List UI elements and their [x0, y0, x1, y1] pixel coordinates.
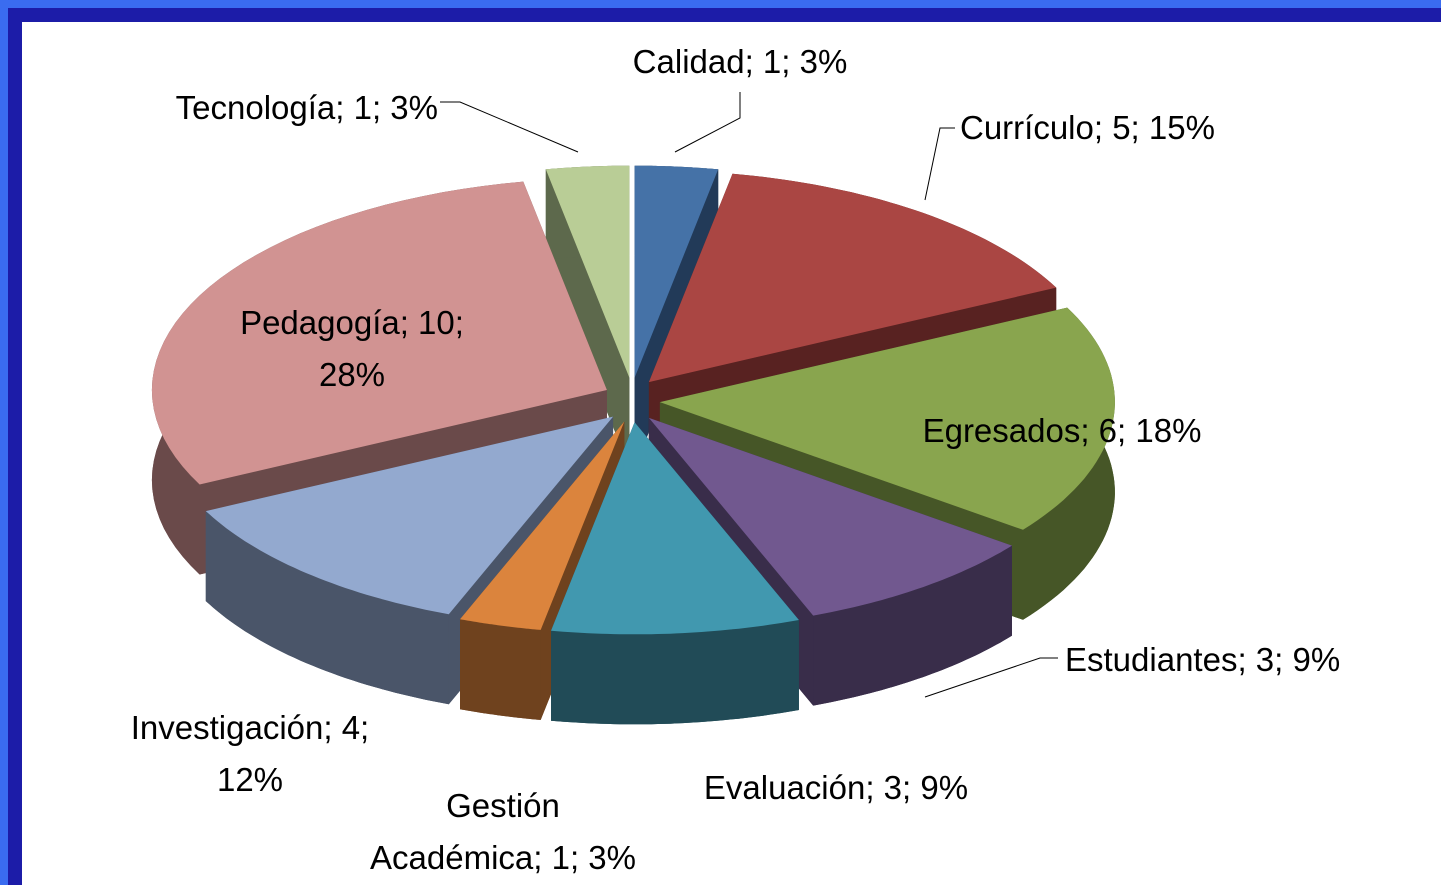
slice-top: [634, 165, 719, 378]
slice: [551, 422, 799, 725]
data-label: Estudiantes; 3; 9%: [1065, 641, 1340, 678]
leader-line: [674, 92, 741, 153]
data-label-line: Currículo; 5; 15%: [960, 109, 1215, 146]
data-label-line: Investigación; 4;: [131, 709, 369, 746]
frame-edge: [0, 0, 1441, 8]
slice-top: [151, 181, 607, 485]
data-label: Investigación; 4; 12%: [131, 709, 369, 798]
data-label: Gestión Académica; 1; 3%: [370, 787, 636, 876]
slice-top: [648, 173, 1057, 383]
data-label-line: Tecnología; 1; 3%: [176, 89, 438, 126]
data-label-line: Calidad; 1; 3%: [633, 43, 848, 80]
slice-top: [648, 417, 1012, 616]
data-label-line: Pedagogía; 10;: [240, 304, 464, 341]
data-label-line: Evaluación; 3; 9%: [704, 769, 968, 806]
slice-top: [659, 307, 1115, 530]
frame-edge: [0, 0, 8, 885]
slice-top: [551, 422, 799, 635]
data-label-line: Egresados; 6; 18%: [923, 412, 1202, 449]
slice-side: [460, 619, 541, 720]
data-label-line: Estudiantes; 3; 9%: [1065, 641, 1340, 678]
slice-top: [545, 165, 630, 378]
data-label-line: 28%: [319, 356, 385, 393]
leader-line: [924, 657, 1058, 698]
data-label-line: Gestión: [446, 787, 560, 824]
slice-top: [460, 421, 625, 630]
leader-line: [924, 127, 955, 201]
slice-side: [551, 620, 799, 725]
data-label-line: Académica; 1; 3%: [370, 839, 636, 876]
data-label: Pedagogía; 10; 28%: [240, 304, 464, 393]
slice-side: [205, 511, 449, 705]
data-label: Calidad; 1; 3%: [633, 43, 848, 80]
data-label: Tecnología; 1; 3%: [176, 89, 438, 126]
data-label: Egresados; 6; 18%: [923, 412, 1202, 449]
data-label: Currículo; 5; 15%: [960, 109, 1215, 146]
leader-line: [440, 101, 579, 153]
slice-side: [813, 545, 1012, 706]
slice-top: [205, 416, 614, 615]
data-label-line: 12%: [217, 761, 283, 798]
data-label: Evaluación; 3; 9%: [704, 769, 968, 806]
